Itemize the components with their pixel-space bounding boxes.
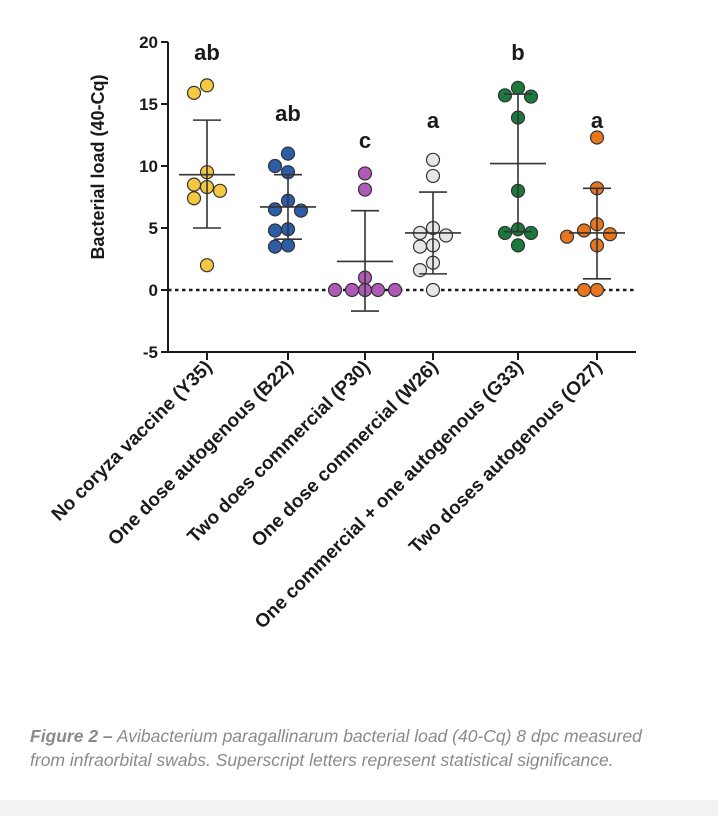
data-point — [387, 282, 403, 298]
y-tick-label: 15 — [139, 95, 158, 114]
data-point — [280, 238, 296, 253]
x-category-label: No coryza vaccine (Y35) — [48, 357, 217, 526]
significance-letter: a — [591, 108, 604, 133]
data-point — [199, 258, 215, 273]
data-point — [510, 238, 526, 253]
data-point — [559, 229, 575, 244]
data-point — [293, 203, 309, 218]
page-bottom-strip — [0, 800, 718, 816]
figure-caption: Figure 2 – Avibacterium paragallinarum b… — [30, 724, 670, 772]
data-point — [602, 227, 618, 242]
data-point — [344, 282, 360, 298]
y-tick-label: 5 — [149, 219, 158, 238]
data-point — [576, 223, 592, 238]
significance-letter: c — [359, 128, 371, 153]
data-point — [510, 80, 526, 95]
data-point — [357, 166, 373, 181]
y-tick-label: 0 — [149, 281, 158, 300]
data-point — [425, 152, 441, 167]
data-point — [267, 202, 283, 217]
data-point — [589, 282, 605, 298]
data-point — [357, 182, 373, 197]
data-point — [186, 191, 202, 206]
data-point — [199, 78, 215, 93]
data-point — [186, 85, 202, 100]
significance-letter: a — [427, 108, 440, 133]
data-point — [497, 88, 513, 103]
data-point — [425, 282, 441, 298]
data-point — [589, 130, 605, 145]
data-point — [212, 183, 228, 198]
significance-letter: ab — [194, 40, 220, 65]
data-point — [523, 225, 539, 241]
data-point — [186, 177, 202, 192]
data-point — [412, 263, 428, 278]
data-point — [523, 89, 539, 104]
data-point — [267, 158, 283, 174]
data-point — [438, 228, 454, 243]
data-point — [370, 282, 386, 298]
data-point — [280, 146, 296, 161]
data-point — [497, 225, 513, 241]
y-tick-label: 10 — [139, 157, 158, 176]
figure-number: Figure 2 – — [30, 726, 113, 746]
y-tick-label: -5 — [143, 343, 158, 362]
significance-letter: ab — [275, 101, 301, 126]
bacterial-load-chart: -5 0 5 10 15 20 Bacterial load (40-Cq) No coryz… — [48, 33, 636, 633]
data-point — [412, 239, 428, 254]
data-point — [267, 239, 283, 254]
data-point — [576, 282, 592, 298]
y-axis-label: Bacterial load (40-Cq) — [88, 74, 108, 259]
data-point — [267, 223, 283, 238]
data-point — [327, 282, 343, 298]
y-tick-label: 20 — [139, 33, 158, 52]
figure-caption-text: Avibacterium paragallinarum bacterial lo… — [30, 726, 642, 770]
significance-letter: b — [511, 40, 524, 65]
data-point — [425, 168, 441, 184]
